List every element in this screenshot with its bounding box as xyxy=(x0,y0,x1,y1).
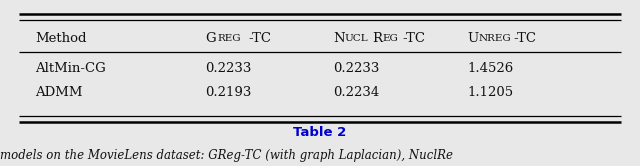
Text: Table 2: Table 2 xyxy=(293,125,347,139)
Text: 1.4526: 1.4526 xyxy=(467,62,513,75)
Text: -TC: -TC xyxy=(513,32,536,45)
Text: N: N xyxy=(333,32,344,45)
Text: UCL: UCL xyxy=(344,34,368,43)
Text: U: U xyxy=(467,32,479,45)
Text: G: G xyxy=(205,32,216,45)
Text: 0.2233: 0.2233 xyxy=(205,62,251,75)
Text: -TC: -TC xyxy=(248,32,271,45)
Text: R: R xyxy=(372,32,382,45)
Text: EG: EG xyxy=(382,34,398,43)
Text: 0.2234: 0.2234 xyxy=(333,86,379,99)
Text: REG: REG xyxy=(218,34,241,43)
Text: 0.2233: 0.2233 xyxy=(333,62,379,75)
Text: 0.2193: 0.2193 xyxy=(205,86,251,99)
Text: NREG: NREG xyxy=(479,34,511,43)
Text: Method: Method xyxy=(35,32,86,45)
Text: -TC: -TC xyxy=(403,32,426,45)
Text: models on the MovieLens dataset: GReg-TC (with graph Laplacian), NuclRe: models on the MovieLens dataset: GReg-TC… xyxy=(0,149,453,162)
Text: ADMM: ADMM xyxy=(35,86,83,99)
Text: 1.1205: 1.1205 xyxy=(467,86,513,99)
Text: AltMin-CG: AltMin-CG xyxy=(35,62,106,75)
